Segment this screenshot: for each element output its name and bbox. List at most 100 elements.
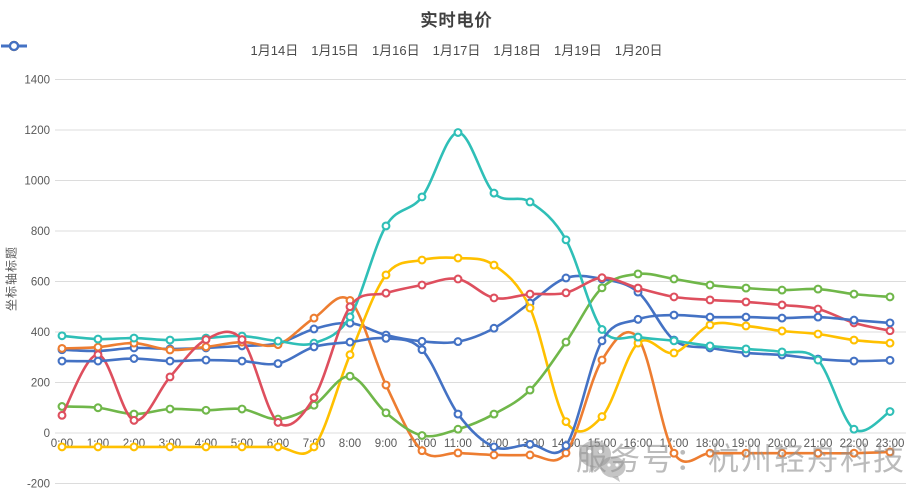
- y-tick-label: 600: [31, 277, 50, 289]
- series-1月20日: [57, 310, 895, 455]
- data-point-marker: [813, 448, 823, 458]
- x-tick-label: 19:00: [732, 438, 761, 450]
- y-tick-label: -200: [27, 479, 50, 491]
- data-point-marker: [885, 292, 895, 302]
- x-tick-label: 17:00: [660, 438, 689, 450]
- data-point-marker: [849, 424, 859, 434]
- data-point-marker: [705, 295, 715, 305]
- legend-label: 1月17日: [432, 43, 481, 58]
- data-point-marker: [345, 371, 355, 381]
- data-point-marker: [273, 442, 283, 452]
- data-point-marker: [741, 283, 751, 293]
- data-point-marker: [129, 333, 139, 343]
- data-point-marker: [165, 335, 175, 345]
- x-tick-label: 23:00: [876, 438, 905, 450]
- data-point-marker: [93, 442, 103, 452]
- data-point-marker: [129, 354, 139, 363]
- data-point-marker: [237, 404, 247, 414]
- x-tick-label: 18:00: [696, 438, 725, 450]
- data-point-marker: [489, 323, 499, 333]
- data-point-marker: [741, 448, 751, 458]
- legend-label: 1月14日: [250, 43, 299, 58]
- y-tick-label: 200: [31, 378, 50, 390]
- legend-item-7[interactable]: 1月20日: [1, 40, 662, 59]
- data-point-marker: [813, 312, 823, 322]
- data-point-marker: [885, 355, 895, 365]
- data-point-marker: [237, 335, 247, 345]
- data-point-marker: [777, 326, 787, 336]
- y-tick-label: 1000: [24, 176, 50, 188]
- data-point-marker: [309, 442, 319, 452]
- chart-title: 实时电价: [420, 11, 493, 30]
- data-point-marker: [597, 325, 607, 334]
- data-point-marker: [525, 197, 535, 207]
- data-point-marker: [453, 274, 463, 284]
- x-tick-label: 15:00: [588, 438, 617, 450]
- data-point-marker: [489, 293, 499, 303]
- y-tick-label: 1200: [24, 125, 50, 137]
- data-point-marker: [525, 439, 535, 449]
- data-point-marker: [561, 288, 571, 298]
- data-point-marker: [705, 448, 715, 458]
- data-point-marker: [525, 385, 535, 395]
- data-point-marker: [741, 344, 751, 354]
- y-tick-label: 800: [31, 226, 50, 238]
- chart-legend: 1月14日 1月15日 1月16日 1月17日 1月18日 1月19日 1月20日: [0, 40, 913, 59]
- legend-label: 1月15日: [311, 43, 359, 58]
- data-point-marker: [381, 380, 391, 390]
- data-point-marker: [525, 303, 535, 313]
- data-point-marker: [273, 417, 283, 427]
- data-point-marker: [885, 326, 895, 336]
- data-point-marker: [705, 320, 715, 330]
- data-point-marker: [813, 355, 823, 365]
- data-point-marker: [201, 355, 211, 365]
- data-point-marker: [93, 342, 103, 352]
- data-point-marker: [345, 350, 355, 360]
- y-tick-label: 0: [44, 428, 50, 440]
- x-tick-label: 11:00: [444, 438, 472, 450]
- series-1月18日: [57, 128, 895, 434]
- data-point-marker: [885, 447, 895, 457]
- data-point-marker: [165, 442, 175, 452]
- data-point-marker: [777, 300, 787, 310]
- data-point-marker: [705, 341, 715, 351]
- data-point-marker: [237, 442, 247, 452]
- data-point-marker: [417, 446, 427, 456]
- data-point-marker: [57, 442, 67, 452]
- data-point-marker: [93, 356, 103, 366]
- y-tick-label: 400: [31, 327, 50, 339]
- legend-label: 1月19日: [554, 43, 602, 58]
- data-point-marker: [381, 408, 391, 418]
- data-point-marker: [777, 285, 787, 295]
- data-point-marker: [165, 345, 175, 355]
- data-point-marker: [489, 409, 499, 419]
- data-point-marker: [489, 442, 499, 452]
- data-point-marker: [417, 336, 427, 346]
- data-point-marker: [237, 356, 247, 366]
- y-tick-label: 1400: [24, 75, 50, 87]
- data-point-marker: [669, 310, 679, 320]
- data-point-marker: [849, 448, 859, 458]
- data-point-marker: [669, 274, 679, 284]
- data-point-marker: [417, 192, 427, 202]
- x-tick-label: 20:00: [768, 438, 797, 450]
- data-point-marker: [777, 313, 787, 323]
- data-point-marker: [777, 448, 787, 458]
- data-point-marker: [597, 273, 607, 283]
- data-point-marker: [633, 332, 643, 342]
- series-line: [60, 296, 892, 463]
- data-point-marker: [669, 448, 679, 458]
- data-point-marker: [597, 355, 607, 365]
- data-point-marker: [633, 269, 643, 279]
- data-point-marker: [381, 270, 391, 280]
- data-point-marker: [849, 315, 859, 325]
- data-point-marker: [453, 253, 463, 263]
- data-point-marker: [741, 312, 751, 322]
- data-point-marker: [561, 448, 571, 458]
- data-point-marker: [741, 321, 751, 331]
- x-tick-label: 21:00: [804, 438, 833, 450]
- data-point-marker: [57, 343, 67, 353]
- data-point-marker: [309, 393, 319, 403]
- data-point-marker: [597, 412, 607, 422]
